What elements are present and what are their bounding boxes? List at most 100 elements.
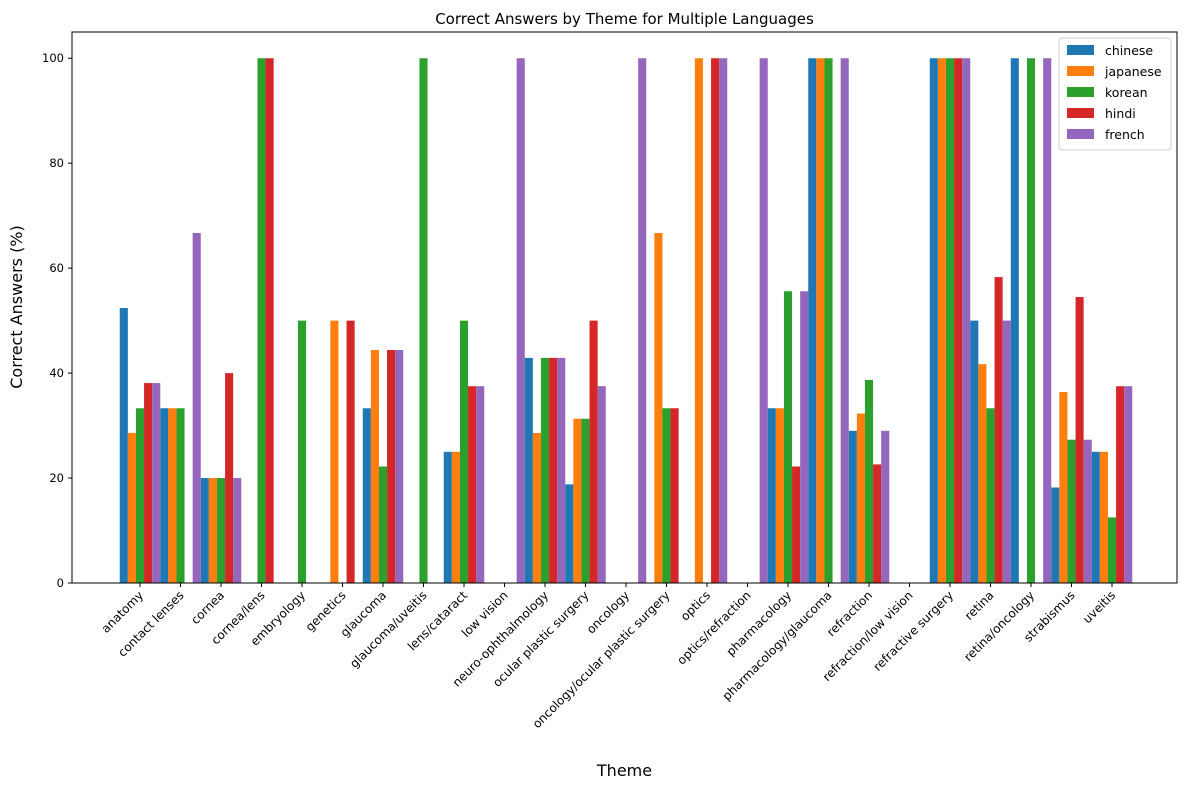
legend: chinese japanese korean hindi french: [1058, 37, 1172, 151]
bar-chinese-20: [929, 58, 938, 584]
bar-chinese-18: [848, 430, 857, 583]
legend-label-chinese: chinese: [1105, 43, 1153, 58]
y-tick-label: 60: [49, 261, 64, 275]
bar-korean-22: [1026, 58, 1036, 584]
bar-japanese-8: [451, 451, 460, 583]
bar-french-22: [1043, 58, 1052, 584]
x-tick-label: optics: [678, 588, 713, 623]
bar-french-8: [476, 386, 485, 583]
bar-korean-0: [135, 408, 145, 583]
bar-hindi-5: [346, 320, 355, 583]
bar-japanese-6: [370, 350, 379, 583]
legend-swatch-japanese: [1067, 66, 1094, 76]
bar-chinese-0: [119, 308, 128, 583]
y-tick-label: 0: [57, 576, 64, 590]
bar-chinese-10: [524, 357, 533, 583]
bar-hindi-13: [670, 408, 679, 583]
bar-hindi-6: [387, 350, 396, 583]
bar-french-23: [1083, 439, 1092, 583]
bar-korean-13: [662, 408, 671, 583]
bar-hindi-11: [589, 320, 598, 583]
bar-japanese-10: [532, 432, 541, 583]
bar-japanese-1: [168, 408, 177, 583]
bar-korean-1: [176, 408, 185, 583]
bar-chinese-1: [160, 408, 169, 583]
bar-japanese-11: [573, 418, 582, 583]
bar-french-14: [719, 58, 728, 584]
bar-hindi-16: [792, 466, 801, 583]
bar-french-24: [1124, 386, 1133, 583]
bar-hindi-14: [711, 58, 720, 584]
x-tick-label: optics/refraction: [674, 588, 753, 667]
bar-hindi-8: [468, 386, 477, 583]
bar-korean-20: [945, 58, 955, 584]
bar-french-11: [597, 386, 606, 583]
bar-korean-10: [540, 357, 550, 583]
bar-japanese-5: [330, 320, 339, 583]
legend-label-korean: korean: [1105, 85, 1148, 100]
bar-chinese-17: [808, 58, 817, 584]
bar-korean-2: [216, 478, 226, 583]
bar-chinese-8: [443, 451, 452, 583]
bar-korean-18: [864, 379, 874, 583]
bar-hindi-2: [225, 373, 234, 583]
bar-chinese-6: [362, 408, 371, 583]
x-tick-label: glaucoma/uveitis: [347, 588, 429, 670]
bar-korean-16: [783, 291, 793, 583]
chart-title: Correct Answers by Theme for Multiple La…: [435, 10, 814, 28]
bar-japanese-16: [775, 408, 784, 583]
bar-japanese-21: [978, 364, 987, 583]
bar-french-17: [840, 58, 849, 584]
bar-hindi-21: [994, 277, 1003, 583]
bar-chinese-11: [565, 484, 574, 583]
bar-hindi-3: [265, 58, 274, 584]
bar-korean-4: [297, 320, 307, 583]
bar-korean-3: [257, 58, 266, 584]
y-axis-label: Correct Answers (%): [7, 225, 26, 389]
bar-french-10: [557, 357, 566, 583]
bar-french-20: [962, 58, 971, 584]
y-tick-label: 80: [49, 156, 64, 170]
bar-korean-7: [419, 58, 428, 584]
bar-chinese-16: [767, 408, 776, 583]
x-tick-label: cornea: [188, 588, 227, 627]
y-tick-label: 40: [49, 366, 64, 380]
bar-korean-6: [378, 466, 388, 583]
plot-area-frame: [71, 31, 1178, 584]
bar-chinese-22: [1010, 58, 1019, 584]
bar-japanese-23: [1059, 391, 1068, 583]
bar-japanese-17: [816, 58, 825, 584]
y-axis: 0 20 40 60 80 100: [42, 51, 72, 590]
legend-label-french: french: [1105, 127, 1145, 142]
legend-swatch-korean: [1067, 87, 1094, 97]
legend-swatch-chinese: [1067, 45, 1094, 55]
bar-japanese-0: [127, 432, 136, 583]
bar-chinese-21: [970, 320, 979, 583]
bar-chinese-24: [1091, 451, 1100, 583]
bar-korean-23: [1067, 439, 1076, 583]
bar-french-6: [395, 350, 404, 583]
bar-chinese-2: [200, 478, 209, 583]
x-tick-label: uveitis: [1080, 588, 1118, 626]
bar-hindi-0: [144, 383, 153, 583]
x-tick-label: retina/oncology: [961, 588, 1037, 664]
bar-japanese-14: [694, 58, 703, 584]
bar-japanese-18: [856, 413, 865, 583]
legend-swatch-hindi: [1067, 108, 1094, 118]
bar-french-18: [881, 430, 890, 583]
x-axis-label: Theme: [596, 761, 652, 780]
bar-hindi-24: [1116, 386, 1125, 583]
legend-swatch-french: [1067, 129, 1094, 139]
bar-japanese-2: [208, 478, 217, 583]
bar-korean-24: [1107, 517, 1117, 583]
bar-japanese-13: [654, 232, 663, 584]
bar-french-12: [638, 58, 647, 584]
bar-chinese-23: [1051, 487, 1060, 583]
bars-group: [119, 58, 1133, 584]
bar-hindi-23: [1075, 297, 1084, 583]
x-tick-label: refractive surgery: [870, 588, 956, 674]
bar-korean-21: [986, 408, 995, 583]
bar-french-9: [516, 58, 525, 584]
bar-korean-11: [581, 418, 590, 583]
